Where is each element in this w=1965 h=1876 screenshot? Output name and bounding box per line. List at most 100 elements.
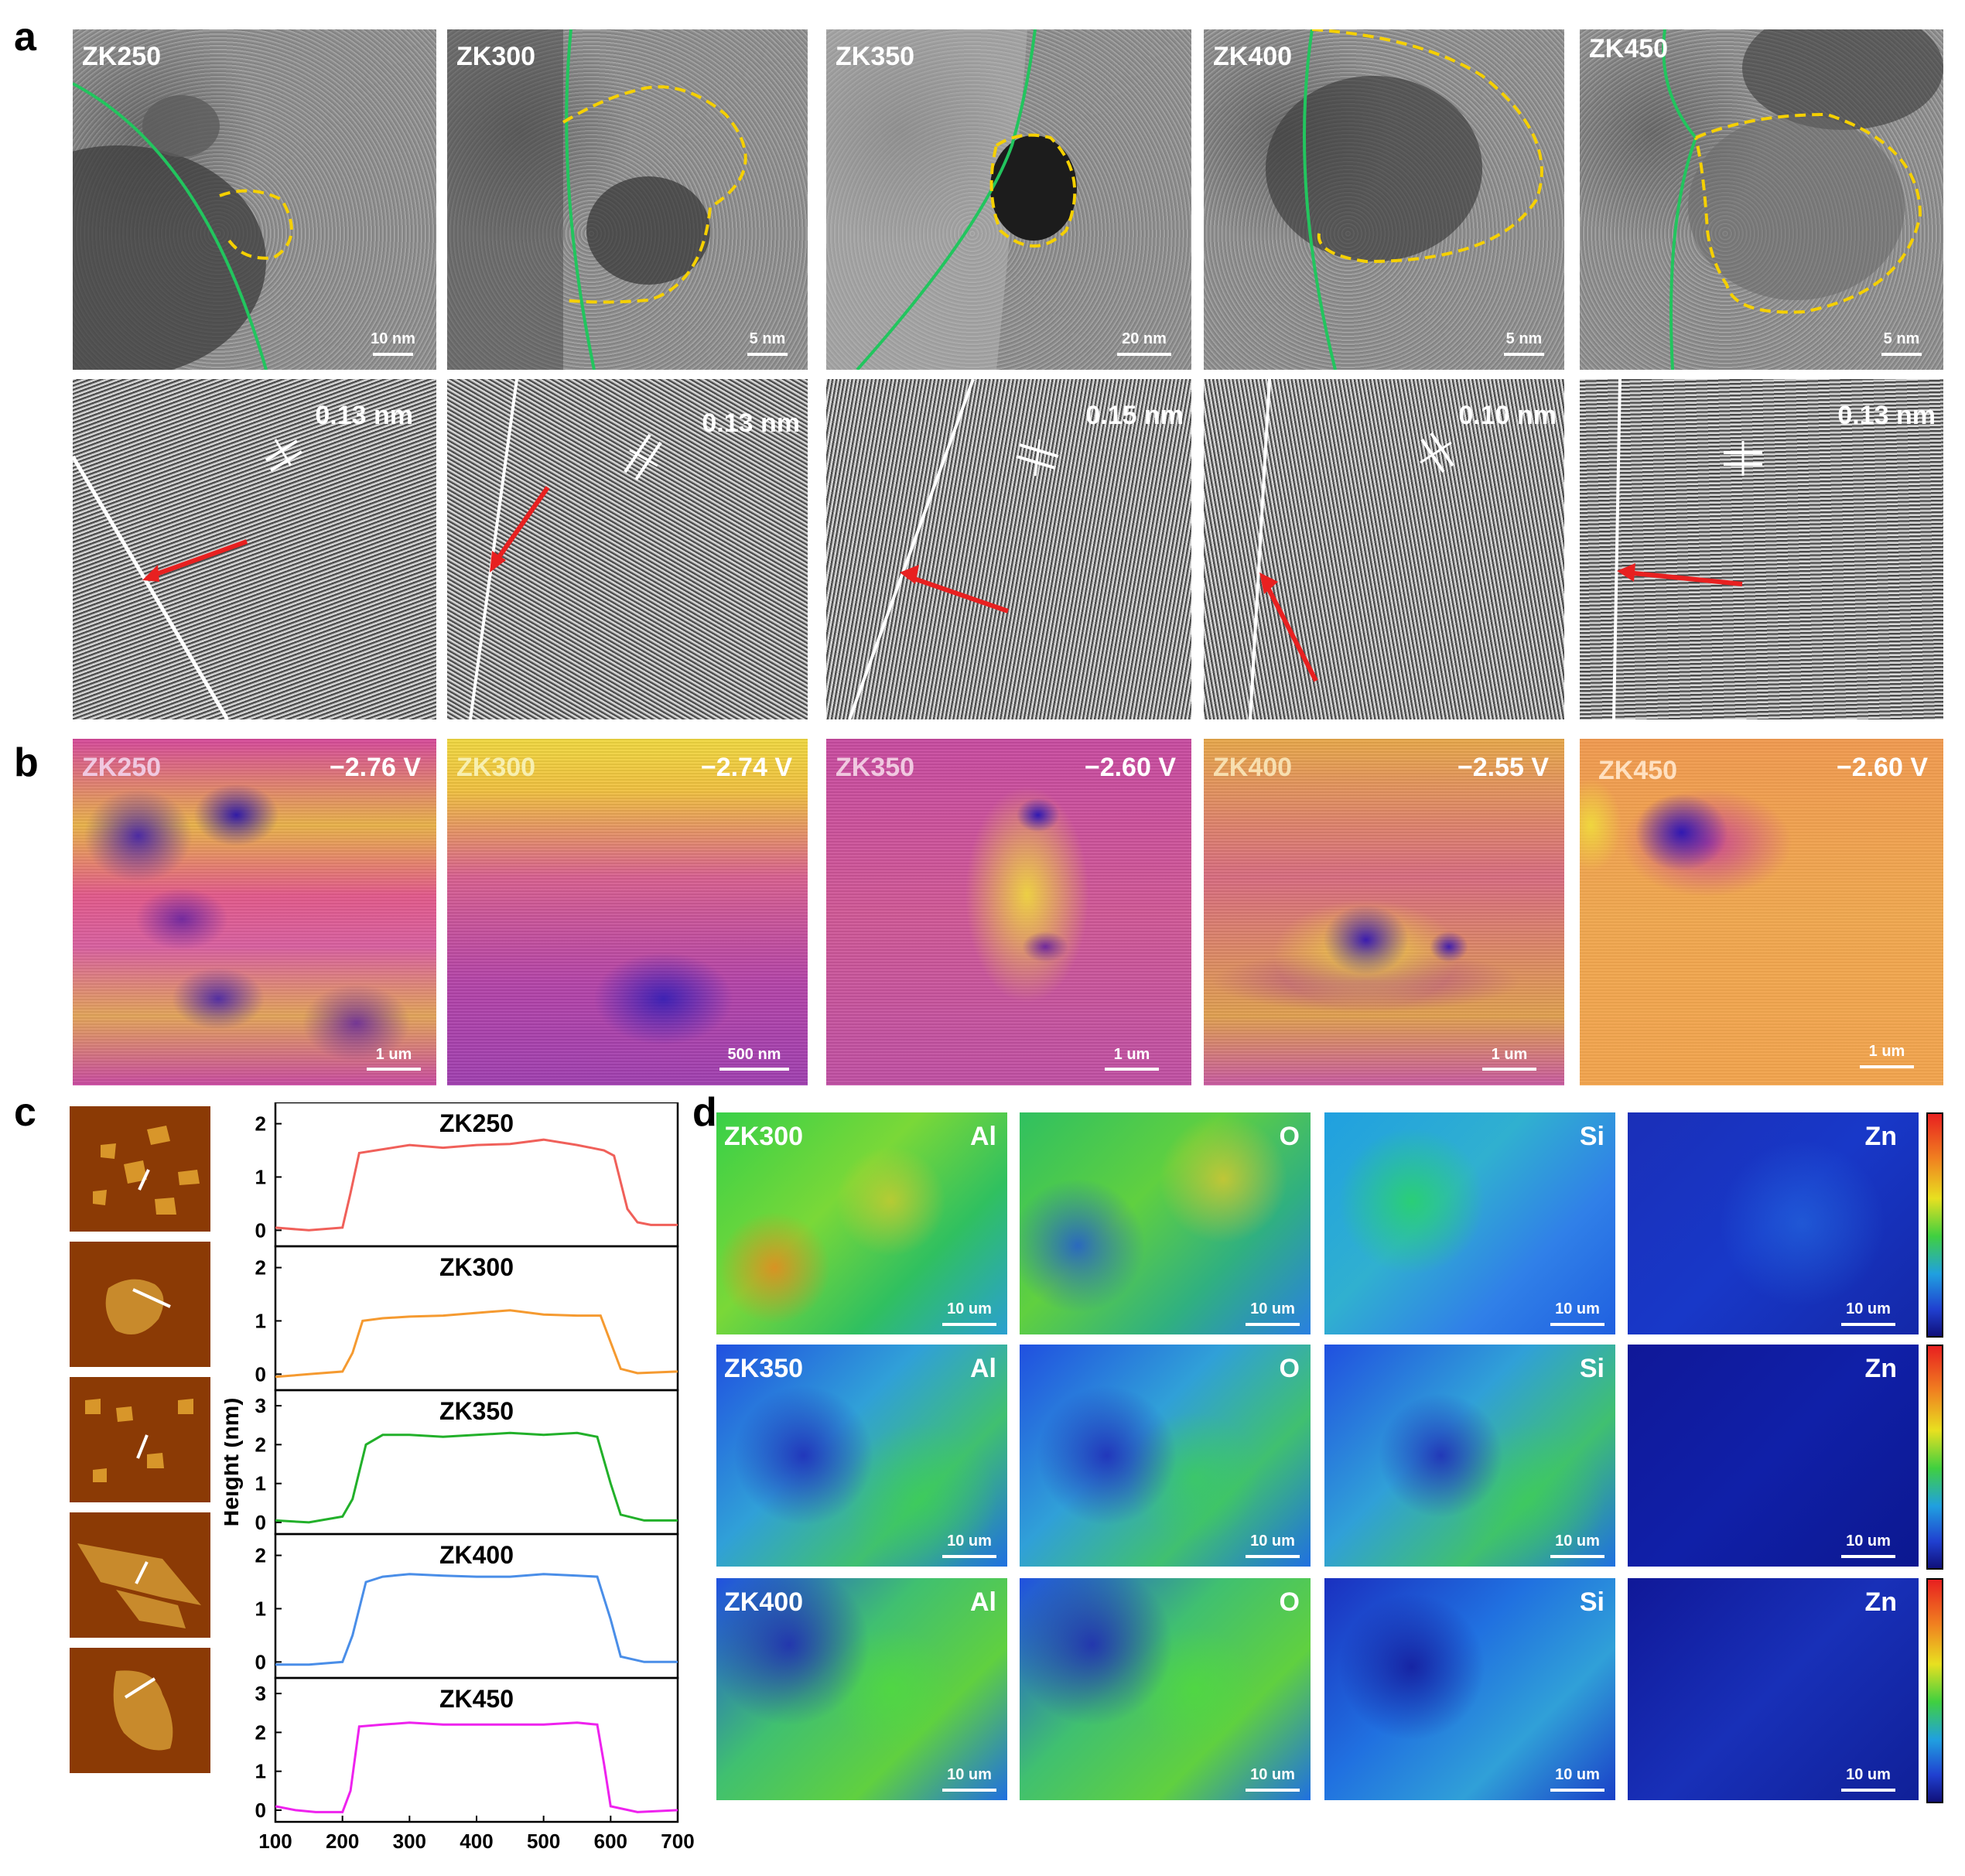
y-tick-label: 0	[255, 1218, 266, 1242]
scale-bar-label: 20 nm	[1122, 330, 1167, 347]
scale-bar	[1105, 1068, 1159, 1071]
kpfm-label: ZK250	[82, 753, 162, 782]
eds-map-zk350-si: Si 10 um	[1324, 1345, 1615, 1567]
lattice-spacing: 0.13 nm	[315, 401, 413, 430]
scale-bar	[1246, 1555, 1300, 1558]
y-tick-label: 0	[255, 1799, 266, 1822]
kpfm-voltage: −2.74 V	[700, 753, 792, 782]
scale-bar	[1841, 1555, 1895, 1558]
y-tick-label: 2	[255, 1721, 266, 1744]
scale-bar	[942, 1555, 996, 1558]
eds-map-zk300-al: ZK300 Al 10 um	[716, 1112, 1007, 1334]
y-axis-label: Height (nm)	[224, 1398, 244, 1527]
height-profile-chart: 0 1 2 ZK250 0 1 2 ZK300 0 1 2 3 ZK350 0 1 2 ZK400 0 1 2 3 ZK4…	[224, 1102, 695, 1853]
y-tick-label: 1	[255, 1309, 266, 1332]
scale-bar-label: 10 um	[1846, 1300, 1891, 1317]
afm-image-zk450	[70, 1648, 210, 1773]
tem-image-zk350: ZK350 20 nm	[826, 29, 1191, 370]
y-tick-label: 2	[255, 1433, 266, 1456]
fringe-image-zk350: 0.15 nm	[826, 379, 1191, 719]
eds-map-zk350-o: O 10 um	[1020, 1345, 1311, 1567]
lattice-spacing: 0.13 nm	[702, 408, 800, 438]
eds-map-zk350-zn: Zn 10 um	[1628, 1345, 1919, 1567]
fringe-image-zk450: 0.13 nm	[1580, 379, 1943, 719]
eds-element-label: Si	[1579, 1354, 1604, 1383]
scale-bar-label: 1 um	[1113, 1046, 1150, 1063]
scale-bar-label: 10 um	[947, 1766, 992, 1783]
scale-bar	[1550, 1323, 1604, 1326]
series-title: ZK400	[439, 1541, 514, 1569]
scale-bar	[1550, 1789, 1604, 1792]
y-tick-label: 1	[255, 1597, 266, 1620]
eds-element-label: Al	[970, 1587, 996, 1617]
series-line-zk450	[275, 1721, 678, 1813]
scale-bar-label: 10 um	[947, 1300, 992, 1317]
afm-image-zk400	[70, 1512, 210, 1638]
y-tick-label: 3	[255, 1394, 266, 1417]
scale-bar-label: 1 um	[375, 1046, 412, 1063]
y-tick-label: 0	[255, 1362, 266, 1386]
eds-map-zk400-al: ZK400 Al 10 um	[716, 1578, 1007, 1800]
scale-bar-label: 10 um	[1555, 1300, 1600, 1317]
scale-bar-label: 10 um	[1250, 1300, 1295, 1317]
scale-bar-label: 10 um	[1250, 1766, 1295, 1783]
y-tick-label: 0	[255, 1511, 266, 1534]
kpfm-label: ZK400	[1213, 753, 1293, 782]
eds-element-label: O	[1279, 1122, 1300, 1151]
tem-label: ZK450	[1589, 34, 1669, 63]
y-tick-label: 2	[255, 1256, 266, 1280]
panel-letter-d: d	[692, 1090, 717, 1135]
kpfm-image-zk400: ZK400 −2.55 V 1 um	[1204, 739, 1564, 1085]
y-tick-label: 3	[255, 1682, 266, 1705]
eds-map-zk400-si: Si 10 um	[1324, 1578, 1615, 1800]
eds-element-label: Zn	[1864, 1354, 1897, 1383]
series-line-zk350	[275, 1431, 678, 1524]
scale-bar	[719, 1068, 789, 1071]
kpfm-voltage: −2.60 V	[1084, 753, 1176, 782]
eds-map-zk350-al: ZK350 Al 10 um	[716, 1345, 1007, 1567]
scale-bar	[1246, 1323, 1300, 1326]
scale-bar	[747, 353, 788, 356]
kpfm-voltage: −2.60 V	[1836, 753, 1928, 782]
y-tick-label: 0	[255, 1650, 266, 1673]
eds-sample-label: ZK300	[724, 1122, 804, 1151]
tem-image-zk400: ZK400 5 nm	[1204, 29, 1564, 370]
x-tick-label: 100	[258, 1830, 292, 1853]
y-tick-label: 1	[255, 1760, 266, 1783]
scale-bar-label: 10 um	[1555, 1766, 1600, 1783]
colorbar-row-3	[1926, 1578, 1943, 1803]
series-title: ZK450	[439, 1685, 514, 1713]
scale-bar	[1117, 353, 1171, 356]
scale-bar	[942, 1789, 996, 1792]
y-tick-label: 1	[255, 1165, 266, 1188]
y-tick-label: 2	[255, 1544, 266, 1567]
eds-element-label: Si	[1579, 1587, 1604, 1617]
scale-bar-label: 5 nm	[749, 330, 786, 347]
panel-letter-c: c	[14, 1090, 36, 1135]
x-tick-label: 500	[527, 1830, 560, 1853]
eds-element-label: Al	[970, 1122, 996, 1151]
tem-label: ZK250	[82, 42, 162, 71]
kpfm-label: ZK350	[836, 753, 915, 782]
kpfm-label: ZK300	[456, 753, 536, 782]
series-title: ZK350	[439, 1397, 514, 1425]
series-line-zk250	[275, 1138, 678, 1232]
colorbar-row-1	[1926, 1112, 1943, 1338]
scale-bar	[1860, 1065, 1914, 1068]
eds-sample-label: ZK400	[724, 1587, 804, 1617]
tem-image-zk300: ZK300 5 nm	[447, 29, 808, 370]
x-tick-label: 700	[661, 1830, 694, 1853]
scale-bar-label: 10 nm	[371, 330, 415, 347]
colorbar-row-2	[1926, 1345, 1943, 1570]
kpfm-image-zk450: ZK450 −2.60 V 1 um	[1580, 739, 1943, 1085]
afm-image-zk350	[70, 1377, 210, 1502]
x-tick-label: 600	[594, 1830, 627, 1853]
tem-image-zk450: ZK450 5 nm	[1580, 29, 1943, 370]
x-tick-label: 200	[326, 1830, 359, 1853]
eds-element-label: Al	[970, 1354, 996, 1383]
scale-bar-label: 5 nm	[1883, 330, 1920, 347]
scale-bar	[1246, 1789, 1300, 1792]
eds-map-zk300-si: Si 10 um	[1324, 1112, 1615, 1334]
x-tick-label: 300	[393, 1830, 426, 1853]
scale-bar	[373, 353, 413, 356]
